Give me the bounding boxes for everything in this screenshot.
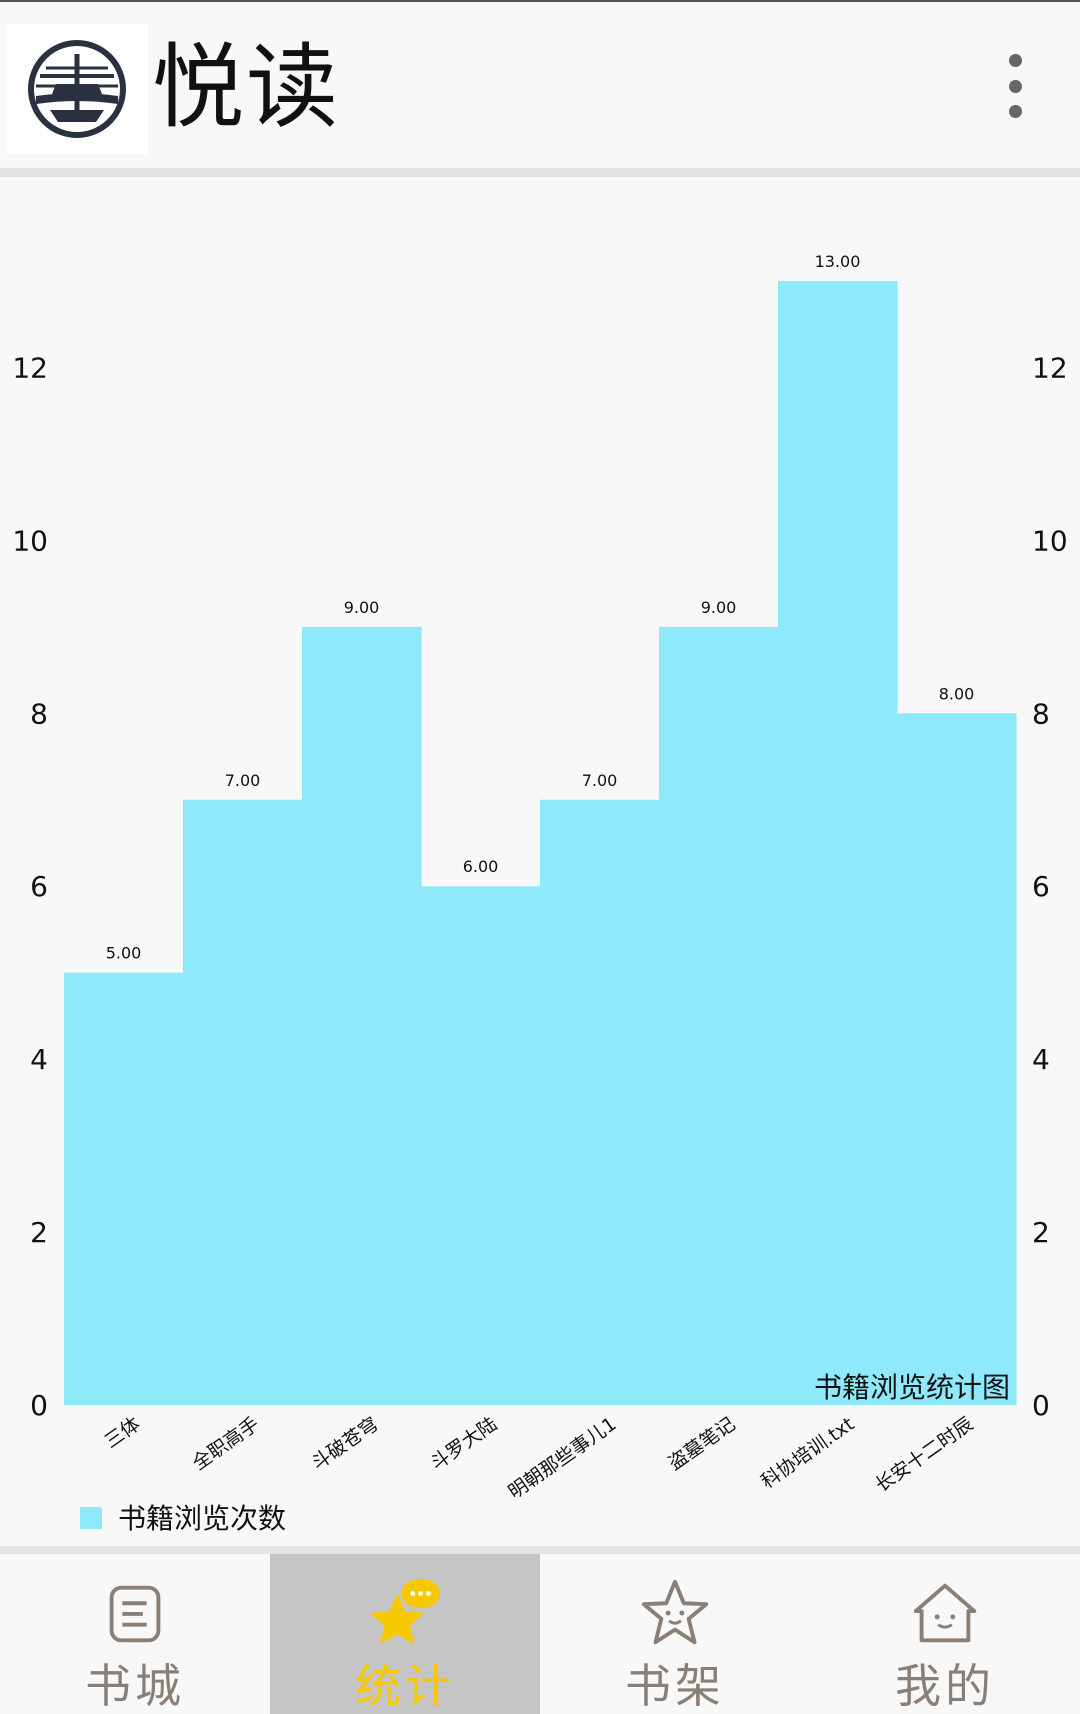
bar-value-label: 9.00 (344, 598, 380, 617)
chart-description: 书籍浏览统计图 (814, 1371, 1010, 1404)
app-logo-icon (6, 24, 148, 154)
bar-value-label: 7.00 (582, 771, 618, 790)
legend-label: 书籍浏览次数 (118, 1502, 286, 1535)
bar-value-label: 8.00 (939, 684, 975, 703)
app-title: 悦读 (152, 34, 341, 141)
bottom-nav: 书城 统计 书架 我的 (0, 1554, 1080, 1714)
y-tick-label-left: 0 (30, 1389, 48, 1422)
x-category-label: 斗罗大陆 (426, 1413, 501, 1475)
menu-dot (1008, 54, 1022, 67)
bookshelf-star-icon (641, 1579, 709, 1645)
nav-divider (0, 1546, 1080, 1554)
nav-label-bookshelf: 书架 (625, 1659, 725, 1713)
x-category-label: 三体 (101, 1413, 145, 1453)
bar-chart-svg: 5.00 7.00 9.00 6.00 7.00 9.00 13.00 8.00 0 0 2 2 4 4 6… (12, 252, 1068, 1535)
legend-swatch (80, 1507, 102, 1529)
y-tick-label-right: 10 (1032, 524, 1068, 557)
menu-dot (1008, 79, 1022, 93)
y-tick-label-right: 8 (1032, 697, 1050, 730)
chart-bar (421, 886, 541, 1405)
x-category-label: 全职高手 (188, 1413, 263, 1475)
y-tick-label-left: 8 (30, 697, 48, 730)
book-views-chart: 5.00 7.00 9.00 6.00 7.00 9.00 13.00 8.00 0 0 2 2 4 4 6… (0, 177, 1080, 1547)
bar-value-label: 9.00 (701, 598, 737, 617)
profile-home-icon (913, 1583, 977, 1643)
nav-label-profile: 我的 (895, 1659, 995, 1713)
statistics-star-icon (369, 1578, 441, 1645)
bar-value-label: 5.00 (106, 944, 142, 963)
nav-item-bookstore[interactable]: 书城 (0, 1554, 270, 1714)
chart-bar (540, 799, 660, 1405)
chart-bar (659, 626, 779, 1405)
book-store-icon (109, 1585, 161, 1643)
bar-value-label: 13.00 (815, 252, 861, 271)
x-category-label: 科协培训.txt (757, 1413, 858, 1493)
nav-label-statistics: 统计 (355, 1659, 455, 1713)
y-tick-label-left: 4 (30, 1043, 48, 1076)
y-tick-label-right: 4 (1032, 1043, 1050, 1076)
chart-bar (778, 281, 898, 1405)
y-tick-label-left: 2 (30, 1216, 48, 1249)
y-tick-label-left: 12 (12, 351, 48, 384)
chart-bar (64, 972, 184, 1405)
nav-label-bookstore: 书城 (85, 1659, 185, 1713)
nav-item-statistics[interactable]: 统计 (270, 1554, 540, 1714)
bar-value-label: 6.00 (463, 857, 499, 876)
y-tick-label-right: 2 (1032, 1216, 1050, 1249)
y-tick-label-right: 12 (1032, 351, 1068, 384)
status-line (0, 0, 1080, 2)
x-category-label: 明朝那些事儿1 (504, 1413, 620, 1503)
bar-value-label: 7.00 (225, 771, 261, 790)
y-tick-label-left: 6 (30, 870, 48, 903)
x-category-label: 斗破苍穹 (307, 1413, 382, 1475)
chart-bar (302, 626, 422, 1405)
chart-bar (183, 799, 303, 1405)
nav-item-profile[interactable]: 我的 (810, 1554, 1080, 1714)
y-tick-label-left: 10 (12, 524, 48, 557)
y-tick-label-right: 6 (1032, 870, 1050, 903)
menu-dot (1008, 105, 1022, 118)
x-category-label: 长安十二时辰 (871, 1413, 977, 1496)
nav-item-bookshelf[interactable]: 书架 (540, 1554, 810, 1714)
y-tick-label-right: 0 (1032, 1389, 1050, 1422)
chart-bar (897, 713, 1017, 1405)
header-divider (0, 168, 1080, 177)
app-bar: 悦读 (0, 2, 1080, 168)
x-category-label: 盗墓笔记 (664, 1413, 739, 1475)
more-vert-icon[interactable] (992, 54, 1038, 118)
